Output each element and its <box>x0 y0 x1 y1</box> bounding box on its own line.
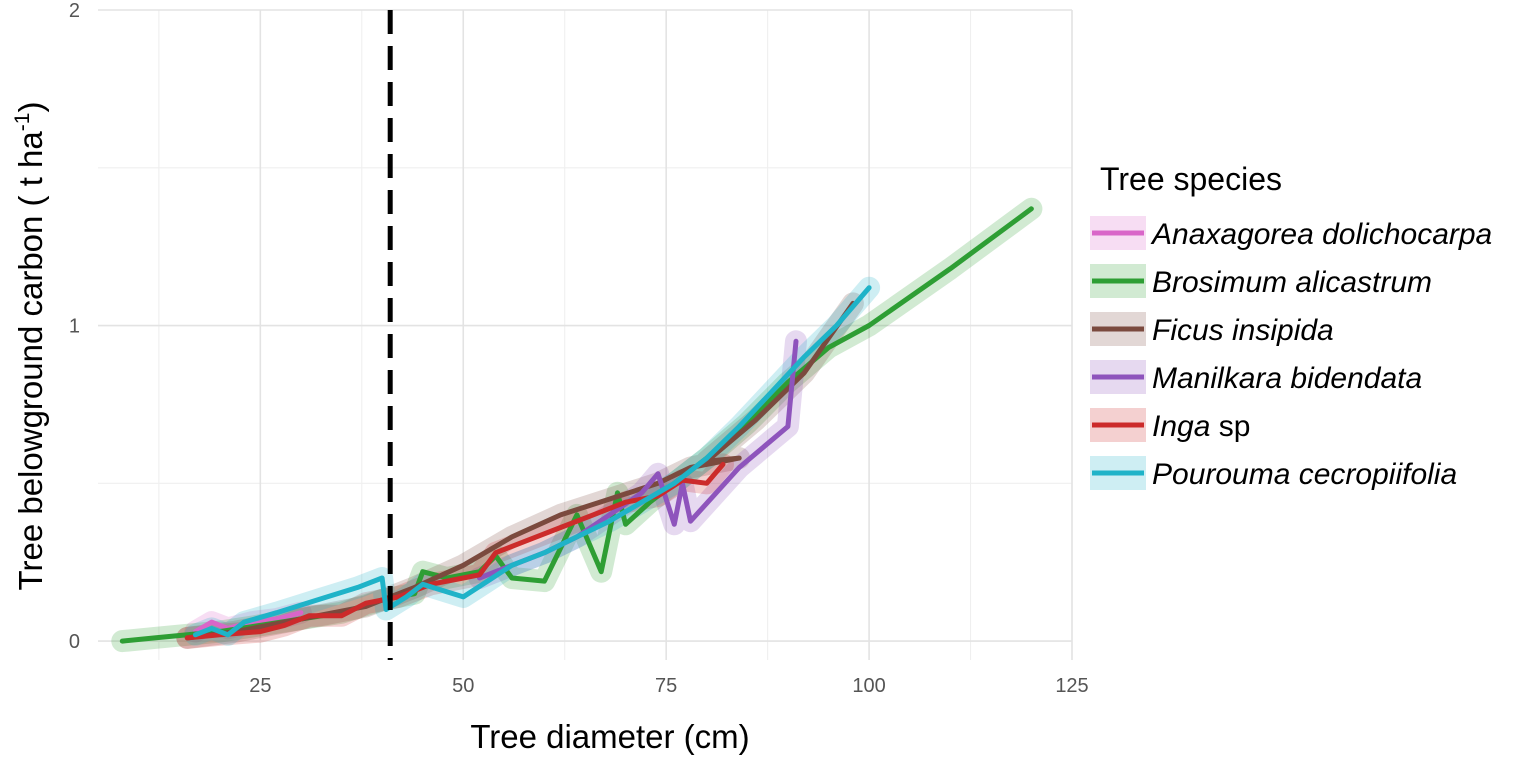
legend: Tree species Anaxagorea dolichocarpa Bros… <box>1090 161 1492 491</box>
legend-label-ficus-insipida: Ficus insipida <box>1152 314 1334 347</box>
line-brosimum-alicastrum <box>119 206 1034 644</box>
line-ficus-insipida <box>184 300 856 641</box>
series-lines <box>119 206 1034 644</box>
y-axis-title-main: Tree belowground carbon ( t ha <box>12 131 49 591</box>
legend-label-pourouma-cecropiifolia: Pourouma cecropiifolia <box>1152 458 1457 491</box>
legend-label-brosimum-alicastrum: Brosimum alicastrum <box>1152 266 1432 299</box>
legend-label-italic: Manilkara bidendata <box>1152 362 1422 395</box>
x-tick-label: 50 <box>452 675 474 697</box>
x-tick-label: 125 <box>1055 675 1088 697</box>
y-axis-title-sup: -1 <box>11 113 34 132</box>
ribbon-brosimum-alicastrum <box>111 197 1043 653</box>
legend-label-italic: Pourouma cecropiifolia <box>1152 458 1457 491</box>
x-tick-label: 75 <box>655 675 677 697</box>
legend-label-italic: Ficus insipida <box>1152 314 1334 347</box>
x-tick-label: 25 <box>249 675 271 697</box>
x-axis-title: Tree diameter (cm) <box>470 718 749 755</box>
x-tick-label: 100 <box>852 675 885 697</box>
line-pourouma-cecropiifolia <box>192 285 872 638</box>
legend-label-anaxagorea-dolichocarpa: Anaxagorea dolichocarpa <box>1150 218 1492 251</box>
legend-label-italic: Anaxagorea dolichocarpa <box>1150 218 1492 251</box>
legend-label-manilkara-bidendata: Manilkara bidendata <box>1152 362 1422 395</box>
legend-label-inga-sp: Inga sp <box>1152 410 1250 443</box>
confidence-ribbons <box>111 197 1043 653</box>
y-axis-title: Tree belowground carbon ( t ha-1) <box>11 102 49 591</box>
legend-label-italic: Inga <box>1152 410 1210 443</box>
axis-ticks: 25 50 75 100 125 0 1 2 <box>69 0 1089 697</box>
legend-label-italic: Brosimum alicastrum <box>1152 266 1432 299</box>
y-tick-label: 2 <box>69 0 80 22</box>
plot-grid <box>98 9 1073 660</box>
legend-label-plain: sp <box>1210 410 1250 443</box>
y-axis-title-close: ) <box>12 102 49 113</box>
y-tick-label: 0 <box>69 631 80 653</box>
legend-title: Tree species <box>1100 161 1282 197</box>
y-tick-label: 1 <box>69 316 80 338</box>
